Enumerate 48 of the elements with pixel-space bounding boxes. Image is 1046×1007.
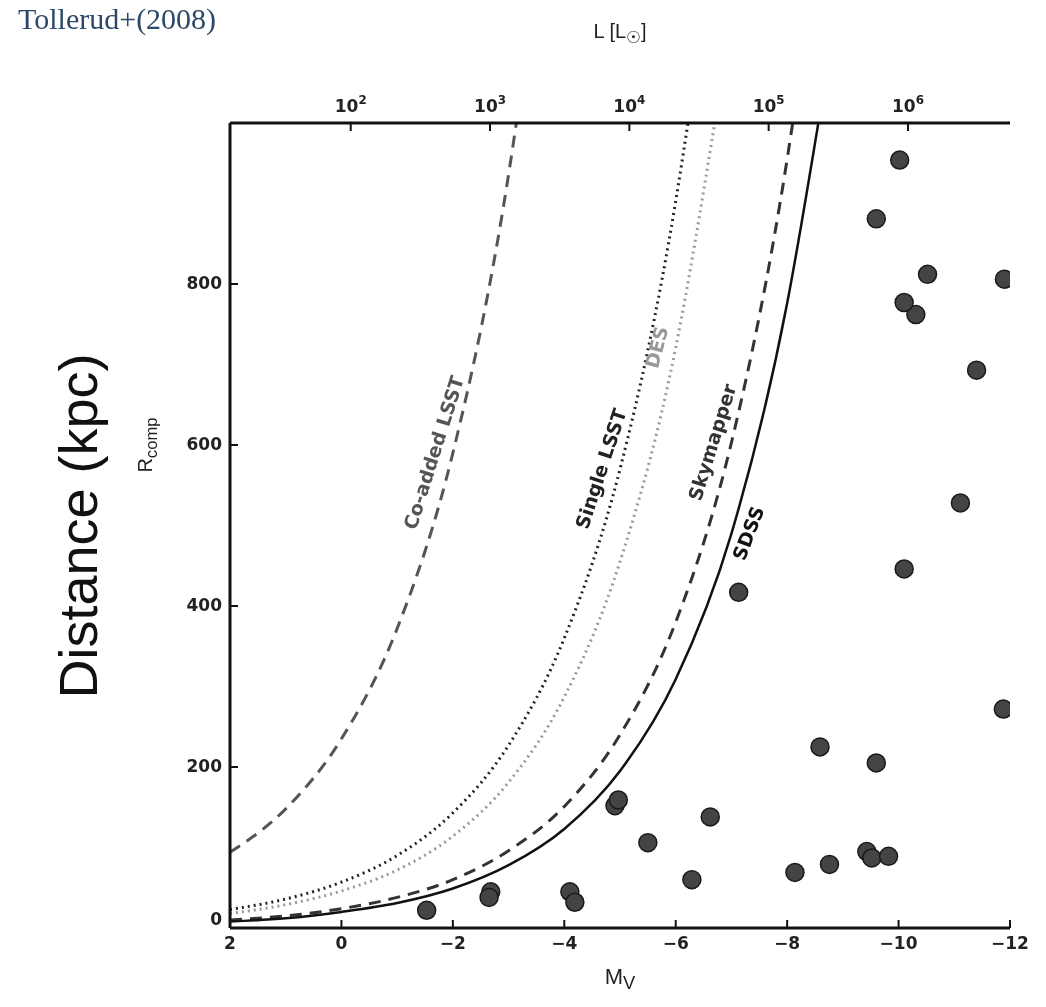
point bbox=[950, 493, 971, 513]
point bbox=[810, 737, 830, 757]
y-axis-title: Distance (kpc) bbox=[47, 352, 109, 699]
x-tick-label: −8 bbox=[774, 933, 801, 953]
point bbox=[608, 790, 629, 810]
x-tick-label: −10 bbox=[879, 933, 918, 953]
line-series bbox=[230, 123, 518, 854]
text: SDSS bbox=[727, 502, 769, 564]
y-tick-label: 400 bbox=[186, 595, 223, 615]
x-tick-label: −12 bbox=[991, 933, 1029, 953]
point bbox=[878, 846, 899, 867]
y-tick-label: 200 bbox=[186, 756, 223, 776]
x2-tick-label: 10$^{4}$ bbox=[613, 92, 646, 116]
point bbox=[416, 900, 437, 921]
x2-tick-label: 10$^{5}$ bbox=[752, 92, 785, 116]
chart-title: Tollerud+(2008) bbox=[18, 2, 217, 36]
point bbox=[682, 869, 702, 890]
y-tick-label: 0 bbox=[210, 909, 223, 929]
point bbox=[862, 848, 882, 868]
point bbox=[894, 292, 914, 313]
point bbox=[700, 807, 721, 827]
point bbox=[565, 892, 585, 912]
x-tick-label: −6 bbox=[662, 933, 689, 953]
x2-tick-label: 10$^{6}$ bbox=[891, 92, 924, 116]
point bbox=[479, 887, 499, 908]
point bbox=[894, 559, 914, 579]
point bbox=[785, 862, 805, 883]
y-tick-label: 800 bbox=[186, 273, 223, 293]
point bbox=[866, 209, 887, 229]
x2-tick-label: 10$^{3}$ bbox=[474, 92, 506, 116]
x-tick-label: 2 bbox=[224, 933, 236, 953]
point bbox=[906, 304, 926, 325]
x2-axis-title: L [L$_{☉}$] bbox=[592, 20, 648, 48]
y-tick-label: 600 bbox=[186, 434, 223, 454]
point bbox=[638, 832, 658, 853]
text: Single LSST bbox=[570, 405, 631, 532]
text: DES bbox=[640, 323, 673, 371]
x2-tick-label: 10$^{2}$ bbox=[334, 92, 367, 116]
point bbox=[889, 150, 910, 170]
point bbox=[866, 753, 887, 773]
point bbox=[728, 582, 749, 603]
x-tick-label: 0 bbox=[335, 933, 348, 953]
point bbox=[819, 854, 840, 875]
x-axis-title: M$_{V}$ bbox=[603, 964, 637, 995]
point bbox=[966, 360, 987, 380]
x-tick-label: −4 bbox=[551, 933, 578, 953]
x-tick-label: −2 bbox=[439, 933, 466, 953]
point bbox=[917, 264, 938, 285]
